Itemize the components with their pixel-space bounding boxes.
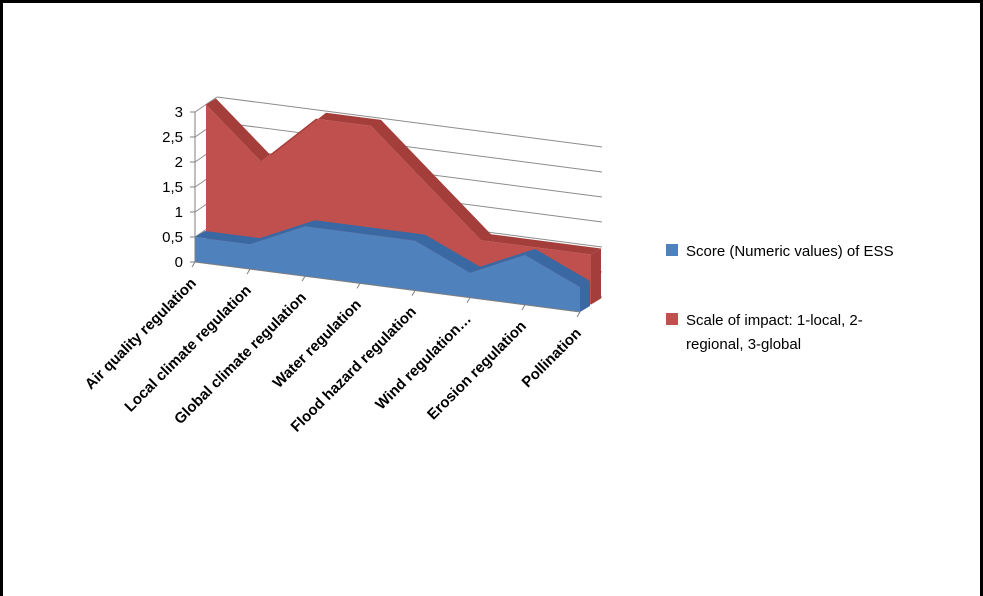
y-axis-ticks: 0 0,5 1 1,5 2 2,5 3 (162, 104, 195, 271)
x-tick-label: Air quality regulation (82, 275, 200, 393)
x-tick-label: Global climate regulation (171, 289, 310, 428)
x-tick-mark (191, 261, 196, 268)
x-tick-mark (356, 283, 361, 289)
x-tick-mark (301, 276, 306, 282)
x-tick-mark (576, 311, 581, 318)
legend-swatch (666, 244, 678, 256)
y-tick-label: 1,5 (162, 179, 183, 196)
y-tick-label: 2,5 (162, 129, 183, 146)
y-tick-label: 2 (175, 154, 183, 171)
series-top-surface (195, 220, 590, 287)
x-axis-line (194, 261, 581, 313)
legend-label: Scale of impact: 1-local, 2- (686, 312, 863, 329)
series-end-face (580, 281, 590, 312)
y-tick-label: 0 (175, 254, 183, 271)
series-end-face (591, 248, 601, 305)
legend-swatch (666, 313, 678, 325)
series-front-area (195, 220, 590, 312)
series-area (195, 226, 580, 312)
x-tick-label: Pollination (519, 325, 585, 391)
legend-label: Score (Numeric values) of ESS (686, 243, 894, 260)
y-tick-label: 0,5 (162, 229, 183, 246)
legend-label: regional, 3-global (686, 336, 801, 353)
x-tick-mark (521, 304, 526, 311)
gridline (216, 96, 603, 148)
y-tick-label: 3 (175, 104, 183, 121)
x-tick-mark (411, 290, 416, 296)
x-tick-label: Local climate regulation (121, 282, 254, 415)
y-tick-label: 1 (175, 204, 183, 221)
x-tick-mark (466, 297, 471, 303)
x-tick-label: Flood hazard regulation (288, 303, 420, 435)
gridline (216, 121, 603, 173)
x-tick-mark (246, 268, 251, 275)
legend: Score (Numeric values) of ESS Scale of im… (666, 243, 894, 353)
